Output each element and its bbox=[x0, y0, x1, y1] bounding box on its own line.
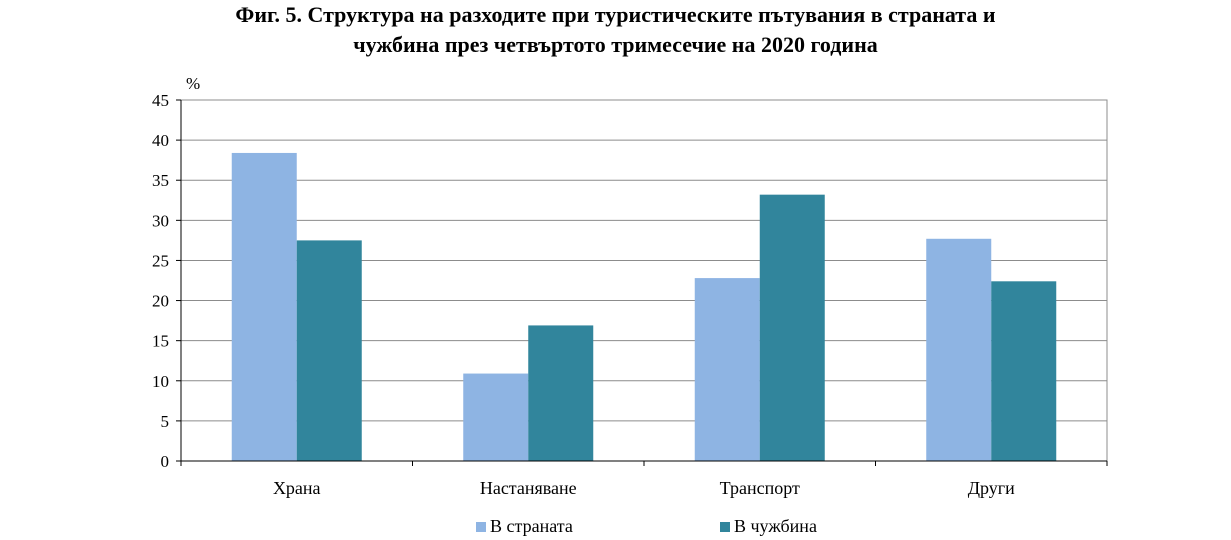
x-tick-label: Транспорт bbox=[720, 478, 800, 498]
y-tick-label: 0 bbox=[161, 452, 170, 471]
legend-label: В чужбина bbox=[734, 516, 817, 536]
x-tick-label: Други bbox=[968, 478, 1015, 498]
bar bbox=[991, 281, 1057, 461]
bar bbox=[694, 278, 760, 461]
y-tick-label: 5 bbox=[161, 412, 170, 431]
legend: В страната В чужбина bbox=[0, 516, 1231, 540]
x-tick-label: Храна bbox=[273, 478, 321, 498]
bar-chart: 0 5 10 15 20 25 30 35 40 45 Храна Настаняване Трансп… bbox=[152, 74, 1108, 498]
y-tick-label: 40 bbox=[152, 131, 169, 150]
bar bbox=[296, 240, 362, 461]
bars bbox=[231, 152, 1057, 462]
bar bbox=[463, 373, 529, 461]
y-tick-label: 20 bbox=[152, 292, 169, 311]
legend-swatch bbox=[476, 521, 486, 532]
legend-item: В страната bbox=[476, 516, 573, 537]
y-tick-label: 10 bbox=[152, 372, 169, 391]
y-axis-label: % bbox=[186, 74, 200, 93]
bar bbox=[759, 194, 825, 461]
bar bbox=[231, 152, 297, 462]
x-tick-label: Настаняване bbox=[480, 478, 577, 498]
chart-title-line-2: чужбина през четвъртото тримесечие на 20… bbox=[353, 32, 878, 57]
y-tick-label: 15 bbox=[152, 332, 169, 351]
legend-swatch bbox=[720, 521, 730, 532]
y-tick-label: 45 bbox=[152, 91, 169, 110]
bar bbox=[528, 325, 594, 461]
legend-item: В чужбина bbox=[720, 516, 817, 537]
chart-title-line-1: Фиг. 5. Структура на разходите при турис… bbox=[235, 2, 996, 27]
legend-label: В страната bbox=[490, 516, 573, 536]
bar bbox=[926, 238, 992, 461]
axes: 0 5 10 15 20 25 30 35 40 45 Храна Настаняване Трансп… bbox=[152, 91, 1108, 498]
y-tick-label: 35 bbox=[152, 171, 169, 190]
y-tick-label: 25 bbox=[152, 251, 169, 270]
chart-title: Фиг. 5. Структура на разходите при турис… bbox=[0, 0, 1231, 60]
y-tick-label: 30 bbox=[152, 211, 169, 230]
